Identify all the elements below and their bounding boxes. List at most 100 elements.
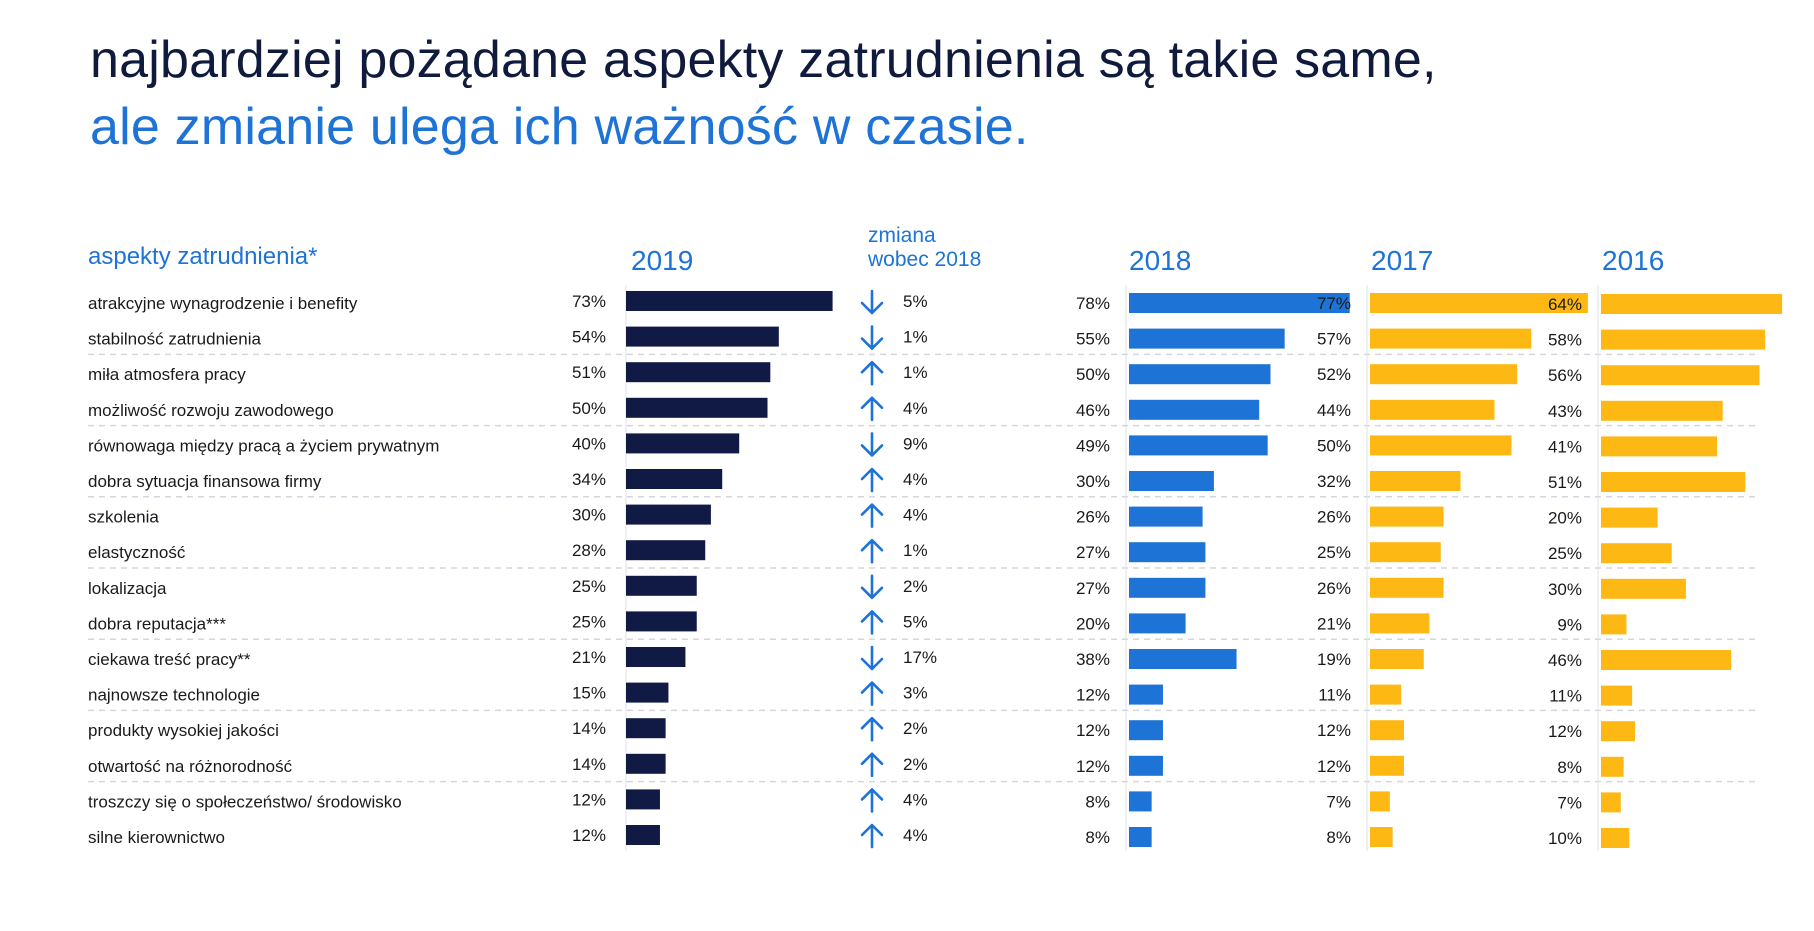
value-label-2019-silne-kierownictwo: 12%	[572, 826, 606, 845]
bar-2017-atrakcyjne-wynagrodzenie-i-benefity	[1370, 293, 1588, 313]
bar-2018-ciekawa-tre-pracy	[1129, 649, 1237, 669]
value-label-2018-stabilno-zatrudnienia: 55%	[1076, 330, 1110, 349]
value-label-2016-najnowsze-technologie: 11%	[1549, 687, 1582, 706]
change-header: zmiana wobec 2018	[868, 224, 981, 272]
category-label-dobra-sytuacja-finansowa-firmy: dobra sytuacja finansowa firmy	[88, 472, 322, 491]
bar-2017-najnowsze-technologie	[1370, 684, 1402, 705]
value-label-2016-lokalizacja: 30%	[1548, 580, 1582, 599]
value-label-2016-atrakcyjne-wynagrodzenie-i-benefity: 64%	[1548, 295, 1582, 314]
category-label-lokalizacja: lokalizacja	[88, 579, 167, 598]
bar-2017-lokalizacja	[1370, 577, 1444, 598]
arrow-down-icon	[860, 574, 884, 600]
value-label-2019-produkty-wysokiej-jako-ci: 14%	[572, 719, 606, 738]
bar-2018-dobra-reputacja	[1129, 613, 1186, 634]
value-label-2016-silne-kierownictwo: 10%	[1548, 829, 1582, 848]
category-label-otwarto-na-r-norodno: otwartość na różnorodność	[88, 757, 293, 776]
bar-2016-mo-liwo-rozwoju-zawodowego	[1601, 400, 1723, 421]
bar-2018-dobra-sytuacja-finansowa-firmy	[1129, 471, 1214, 491]
value-label-2018-r-wnowaga-mi-dzy-prac-a-yciem-prywatnym: 49%	[1076, 436, 1110, 455]
header-2019: 2019	[631, 245, 694, 276]
bar-2018-otwarto-na-r-norodno	[1129, 755, 1163, 776]
category-label-mi-a-atmosfera-pracy: miła atmosfera pracy	[88, 365, 246, 384]
value-label-2019-stabilno-zatrudnienia: 54%	[572, 328, 606, 347]
value-label-2017-ciekawa-tre-pracy: 19%	[1317, 650, 1351, 669]
category-label-dobra-reputacja: dobra reputacja***	[88, 614, 226, 633]
value-label-2018-silne-kierownictwo: 8%	[1085, 828, 1110, 847]
bar-2018-mi-a-atmosfera-pracy	[1129, 364, 1271, 385]
value-label-2017-troszczy-si-o-spo-ecze-stwo-rodowisko: 7%	[1326, 792, 1351, 811]
change-value-r-wnowaga-mi-dzy-prac-a-yciem-prywatnym: 9%	[903, 434, 928, 453]
bar-2017-ciekawa-tre-pracy	[1370, 649, 1424, 669]
bar-2019-ciekawa-tre-pracy	[626, 647, 686, 667]
bar-2019-produkty-wysokiej-jako-ci	[626, 718, 666, 739]
bar-2018-stabilno-zatrudnienia	[1129, 328, 1285, 349]
arrow-up-icon	[860, 396, 884, 422]
value-label-2019-mo-liwo-rozwoju-zawodowego: 50%	[572, 399, 606, 418]
bar-2019-atrakcyjne-wynagrodzenie-i-benefity	[626, 291, 833, 311]
value-label-2019-lokalizacja: 25%	[572, 577, 606, 596]
value-label-2019-otwarto-na-r-norodno: 14%	[572, 755, 606, 774]
value-label-2019-ciekawa-tre-pracy: 21%	[572, 648, 606, 667]
value-label-2018-mi-a-atmosfera-pracy: 50%	[1076, 365, 1110, 384]
arrow-up-icon	[860, 538, 884, 564]
arrow-down-icon	[860, 432, 884, 457]
value-label-2018-elastyczno: 27%	[1076, 543, 1110, 562]
category-label-szkolenia: szkolenia	[88, 508, 159, 527]
bar-2016-silne-kierownictwo	[1601, 828, 1630, 848]
value-label-2017-atrakcyjne-wynagrodzenie-i-benefity: 77%	[1317, 294, 1351, 313]
bar-2018-troszczy-si-o-spo-ecze-stwo-rodowisko	[1129, 791, 1152, 812]
change-value-produkty-wysokiej-jako-ci: 2%	[903, 719, 928, 738]
bar-2019-najnowsze-technologie	[626, 682, 669, 703]
aspects-header: aspekty zatrudnienia*	[88, 243, 318, 270]
value-label-2016-mi-a-atmosfera-pracy: 56%	[1548, 366, 1582, 385]
value-label-2016-otwarto-na-r-norodno: 8%	[1557, 758, 1582, 777]
bar-2019-otwarto-na-r-norodno	[626, 753, 666, 774]
value-label-2018-dobra-reputacja: 20%	[1076, 614, 1110, 633]
value-label-2019-szkolenia: 30%	[572, 506, 606, 525]
bar-2016-dobra-sytuacja-finansowa-firmy	[1601, 472, 1746, 492]
change-value-dobra-reputacja: 5%	[903, 612, 928, 631]
bar-2019-mi-a-atmosfera-pracy	[626, 362, 771, 383]
value-label-2016-produkty-wysokiej-jako-ci: 12%	[1548, 722, 1582, 741]
bar-2017-produkty-wysokiej-jako-ci	[1370, 720, 1404, 741]
value-label-2019-mi-a-atmosfera-pracy: 51%	[572, 363, 606, 382]
value-label-2018-najnowsze-technologie: 12%	[1076, 686, 1110, 705]
value-label-2018-troszczy-si-o-spo-ecze-stwo-rodowisko: 8%	[1085, 792, 1110, 811]
value-label-2017-silne-kierownictwo: 8%	[1326, 828, 1351, 847]
category-label-atrakcyjne-wynagrodzenie-i-benefity: atrakcyjne wynagrodzenie i benefity	[88, 294, 358, 313]
bar-2019-mo-liwo-rozwoju-zawodowego	[626, 397, 768, 418]
bar-2019-stabilno-zatrudnienia	[626, 326, 779, 347]
header-2016: 2016	[1602, 245, 1665, 276]
value-label-2017-otwarto-na-r-norodno: 12%	[1317, 757, 1351, 776]
arrow-down-icon	[860, 645, 884, 671]
value-label-2017-stabilno-zatrudnienia: 57%	[1317, 330, 1351, 349]
category-label-najnowsze-technologie: najnowsze technologie	[88, 686, 260, 705]
bar-2019-troszczy-si-o-spo-ecze-stwo-rodowisko	[626, 789, 660, 810]
bar-2017-dobra-sytuacja-finansowa-firmy	[1370, 471, 1461, 491]
value-label-2019-atrakcyjne-wynagrodzenie-i-benefity: 73%	[572, 292, 606, 311]
change-value-najnowsze-technologie: 3%	[903, 684, 928, 703]
value-label-2019-troszczy-si-o-spo-ecze-stwo-rodowisko: 12%	[572, 790, 606, 809]
bar-2019-szkolenia	[626, 504, 711, 525]
bar-2017-mo-liwo-rozwoju-zawodowego	[1370, 399, 1495, 420]
value-label-2018-dobra-sytuacja-finansowa-firmy: 30%	[1076, 472, 1110, 491]
bar-2016-najnowsze-technologie	[1601, 685, 1633, 706]
bar-2016-produkty-wysokiej-jako-ci	[1601, 721, 1635, 742]
change-value-atrakcyjne-wynagrodzenie-i-benefity: 5%	[903, 292, 928, 311]
change-value-dobra-sytuacja-finansowa-firmy: 4%	[903, 470, 928, 489]
value-label-2016-r-wnowaga-mi-dzy-prac-a-yciem-prywatnym: 41%	[1548, 437, 1582, 456]
value-label-2017-mi-a-atmosfera-pracy: 52%	[1317, 365, 1351, 384]
value-label-2018-otwarto-na-r-norodno: 12%	[1076, 757, 1110, 776]
category-label-r-wnowaga-mi-dzy-prac-a-yciem-prywatnym: równowaga między pracą a życiem prywatny…	[88, 436, 439, 455]
bar-2017-mi-a-atmosfera-pracy	[1370, 364, 1518, 385]
header-2017: 2017	[1371, 245, 1434, 276]
bar-2016-elastyczno	[1601, 543, 1672, 564]
bar-2018-r-wnowaga-mi-dzy-prac-a-yciem-prywatnym	[1129, 435, 1268, 456]
bar-2017-stabilno-zatrudnienia	[1370, 328, 1532, 349]
category-label-silne-kierownictwo: silne kierownictwo	[88, 828, 225, 847]
bar-2016-atrakcyjne-wynagrodzenie-i-benefity	[1601, 294, 1783, 314]
bar-2019-r-wnowaga-mi-dzy-prac-a-yciem-prywatnym	[626, 433, 740, 454]
bar-2017-otwarto-na-r-norodno	[1370, 755, 1404, 776]
bar-2017-troszczy-si-o-spo-ecze-stwo-rodowisko	[1370, 791, 1390, 812]
